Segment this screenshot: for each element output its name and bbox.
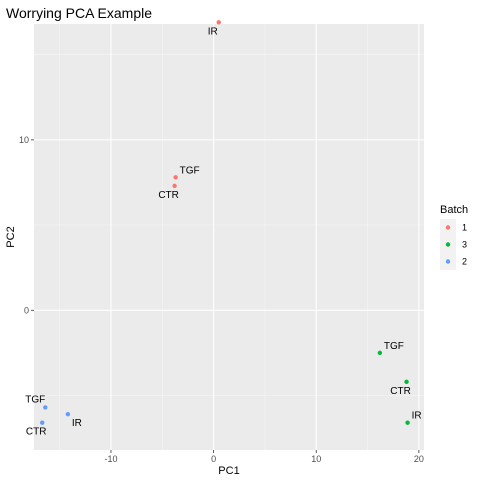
legend-label: 2 (462, 257, 467, 267)
y-tick-label: 0 (24, 305, 29, 315)
point-label: CTR (26, 427, 47, 438)
scatter-point (65, 412, 71, 417)
scatter-point (43, 405, 48, 410)
legend-title: Batch (440, 204, 468, 216)
plot-panel (34, 24, 424, 450)
data-points (40, 20, 410, 425)
legend-swatch (445, 225, 451, 230)
scatter-point (405, 420, 410, 425)
scatter-point (173, 175, 178, 180)
point-labels: IR TGF CTR TGF CTR IR TGF IR CTR (25, 26, 421, 437)
point-label: TGF (180, 165, 200, 176)
legend-label: 1 (462, 223, 467, 233)
y-tick-label: 10 (19, 135, 29, 145)
chart-title: Worrying PCA Example (6, 5, 152, 21)
x-tick-label: 10 (311, 454, 321, 464)
grid-lines (34, 24, 424, 450)
x-axis-title: PC1 (218, 465, 239, 477)
scatter-point (377, 350, 383, 356)
legend-entries: 1 3 2 (440, 219, 467, 270)
scatter-point (404, 379, 409, 385)
legend-label: 3 (462, 240, 467, 250)
scatter-point (172, 183, 177, 189)
legend: Batch 1 3 2 (440, 204, 468, 270)
scatter-point (40, 420, 45, 425)
point-label: IR (412, 411, 422, 422)
legend-swatch (445, 259, 451, 264)
legend-swatch (445, 242, 451, 247)
point-label: CTR (390, 386, 411, 397)
y-axis-title: PC2 (5, 226, 17, 247)
point-label: IR (72, 418, 82, 429)
point-label: CTR (158, 190, 179, 201)
x-tick-label: -10 (104, 454, 117, 464)
x-tick-label: 20 (414, 454, 424, 464)
point-label: TGF (384, 341, 404, 352)
point-label: IR (208, 26, 218, 37)
scatter-point (216, 20, 221, 25)
x-tick-label: 0 (211, 454, 216, 464)
axis-ticks: -10 0 10 20 0 10 (19, 135, 424, 464)
point-label: TGF (25, 394, 45, 405)
